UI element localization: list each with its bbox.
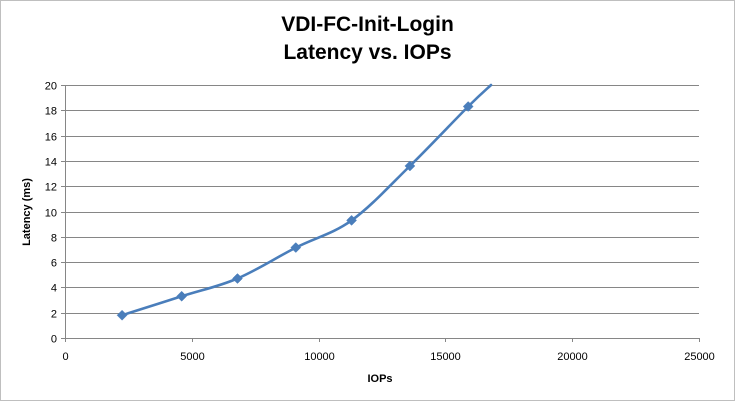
y-tick-label: 16: [45, 132, 57, 144]
data-point-marker: [346, 215, 357, 226]
x-tick-label: 25000: [684, 351, 715, 363]
y-tick-label: 6: [51, 258, 57, 270]
y-tick-label: 18: [45, 106, 57, 118]
y-tick-label: 20: [45, 81, 57, 93]
y-tick-label: 14: [45, 157, 57, 169]
y-axis-title: Latency (ms): [21, 178, 33, 246]
y-tick-label: 12: [45, 182, 57, 194]
data-point-marker: [116, 309, 128, 321]
y-tick-label: 4: [51, 283, 57, 295]
data-point-marker: [176, 290, 188, 302]
y-tick-label: 0: [51, 334, 57, 346]
x-axis-title: IOPs: [367, 373, 392, 385]
axes: [61, 85, 700, 342]
data-point-marker: [462, 101, 474, 112]
chart-title: VDI-FC-Init-Login Latency vs. IOPs: [1, 11, 734, 67]
y-tick-label: 8: [51, 233, 57, 245]
chart-title-line-1: VDI-FC-Init-Login: [281, 13, 454, 36]
data-point-marker: [404, 160, 416, 172]
x-tick-label: 0: [62, 351, 68, 363]
x-tick-label: 15000: [430, 351, 461, 363]
tick-labels: 0 2 4 6 8 10 12 14 16 18 20 0 5000 10000 15000 20000 250…: [45, 81, 715, 364]
chart-title-line-2: Latency vs. IOPs: [283, 41, 452, 64]
data-point-marker: [232, 273, 243, 284]
x-tick-label: 20000: [557, 351, 588, 363]
data-series: [116, 83, 493, 321]
x-tick-label: 5000: [180, 351, 204, 363]
y-tick-label: 2: [51, 309, 57, 321]
gridlines: [65, 85, 699, 314]
series-line: [120, 83, 493, 317]
x-tick-label: 10000: [304, 351, 335, 363]
y-tick-label: 10: [45, 208, 57, 220]
data-point-marker: [290, 242, 302, 253]
